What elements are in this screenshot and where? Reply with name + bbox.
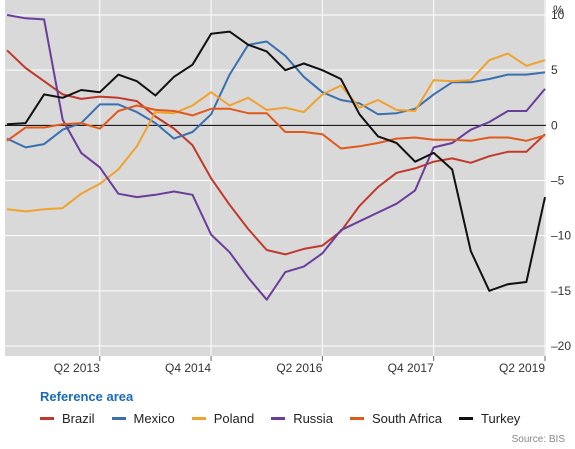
vertical-grid xyxy=(99,0,546,356)
series-line-brazil xyxy=(6,49,546,256)
legend-label: Poland xyxy=(213,411,255,426)
horizontal-grid xyxy=(5,14,546,347)
y-tick-label: –10 xyxy=(551,229,571,243)
y-tick-label: –15 xyxy=(551,284,571,298)
legend-label: Turkey xyxy=(481,411,521,426)
y-tick-label: –5 xyxy=(551,174,565,188)
series-lines xyxy=(6,14,546,301)
series-line-mexico xyxy=(6,40,546,149)
y-tick-label: –20 xyxy=(551,339,571,353)
legend-item-turkey: Turkey xyxy=(459,411,520,426)
legend: Brazil Mexico Poland Russia South Africa Turk… xyxy=(40,411,537,426)
y-tick-label: 0 xyxy=(551,118,558,132)
legend-swatch xyxy=(349,417,364,420)
legend-item-mexico: Mexico xyxy=(111,411,175,426)
x-tick-label: Q2 2016 xyxy=(276,361,322,375)
plot-background xyxy=(5,0,546,356)
legend-swatch xyxy=(271,417,286,420)
chart: 10 5 0 –5 –10 –15 –20 Q2 2013 Q4 2014 Q2 2016 Q4 … xyxy=(5,0,571,375)
x-axis-ticks: Q2 2013 Q4 2014 Q2 2016 Q4 2017 Q2 2019 xyxy=(54,356,546,375)
legend-item-poland: Poland xyxy=(191,411,255,426)
x-tick-label: Q4 2014 xyxy=(165,361,211,375)
legend-label: Russia xyxy=(293,411,333,426)
y-tick-label: 5 xyxy=(551,63,558,77)
legend-swatch xyxy=(191,417,206,420)
legend-swatch xyxy=(40,417,54,420)
legend-item-russia: Russia xyxy=(271,411,333,426)
x-tick-label: Q2 2013 xyxy=(54,361,100,375)
y-axis-ticks: 10 5 0 –5 –10 –15 –20 xyxy=(551,8,571,353)
legend-item-south-africa: South Africa xyxy=(349,411,443,426)
series-line-turkey xyxy=(6,30,546,292)
y-tick-label: 10 xyxy=(551,8,565,22)
source-note: Source: BIS xyxy=(511,434,565,445)
legend-swatch xyxy=(111,417,126,420)
x-tick-label: Q4 2017 xyxy=(388,361,434,375)
x-tick-label: Q2 2019 xyxy=(499,361,545,375)
legend-label: South Africa xyxy=(371,411,443,426)
legend-title: Reference area xyxy=(40,389,134,404)
legend-label: Mexico xyxy=(133,411,175,426)
legend-label: Brazil xyxy=(62,411,95,426)
series-line-poland xyxy=(6,52,546,213)
y-unit-label: % xyxy=(553,3,564,17)
series-line-south-africa xyxy=(6,104,546,150)
legend-item-brazil: Brazil xyxy=(40,411,95,426)
legend-swatch xyxy=(459,417,474,420)
